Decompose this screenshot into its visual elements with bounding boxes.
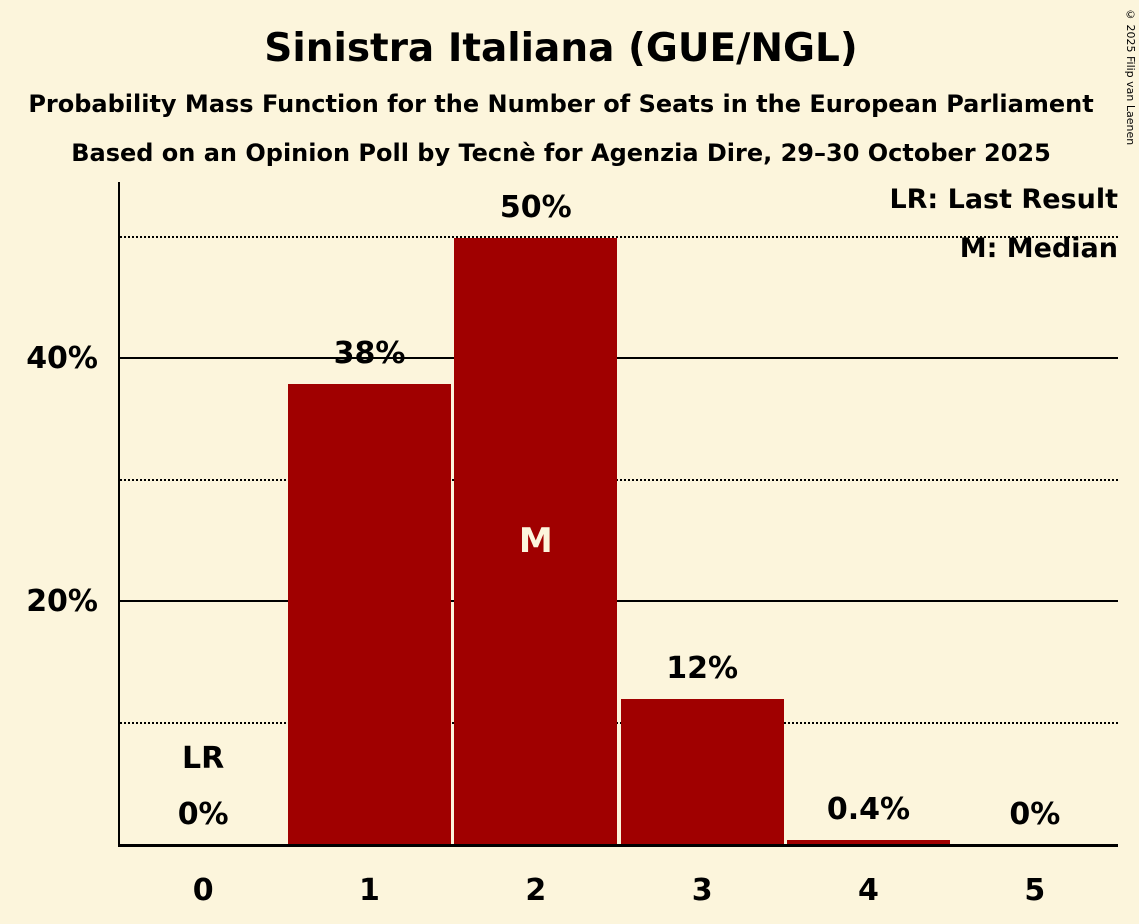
gridline-dotted-50 bbox=[120, 235, 1118, 238]
last-result-annotation: LR bbox=[182, 741, 225, 776]
bar-seat-4 bbox=[786, 840, 951, 845]
labels-layer: 0% 38% 50% 12% 0.4% 0% LR M bbox=[120, 182, 1118, 845]
gridline-dotted-30 bbox=[120, 478, 1118, 481]
legend: LR: Last Result M: Median bbox=[889, 175, 1118, 273]
x-tick-label-0: 0 bbox=[192, 873, 214, 908]
bar-value-label-0: 0% bbox=[177, 797, 229, 832]
gridline-solid-40 bbox=[120, 357, 1118, 360]
gridline-solid-20 bbox=[120, 600, 1118, 603]
bar-seat-1 bbox=[287, 383, 452, 845]
x-tick-label-3: 3 bbox=[691, 873, 713, 908]
x-tick-label-4: 4 bbox=[858, 873, 879, 908]
chart-title: Sinistra Italiana (GUE/NGL) bbox=[264, 26, 858, 71]
bars-layer bbox=[120, 182, 1118, 845]
bar-value-label-5: 0% bbox=[1009, 797, 1061, 832]
legend-median: M: Median bbox=[959, 233, 1118, 264]
x-tick-label-2: 2 bbox=[525, 873, 547, 908]
median-annotation: M bbox=[518, 521, 553, 562]
x-axis-line bbox=[118, 844, 1118, 847]
bar-seat-3 bbox=[620, 699, 784, 845]
y-axis-line bbox=[118, 182, 120, 845]
x-tick-label-5: 5 bbox=[1024, 873, 1046, 908]
copyright-notice: © 2025 Filip van Laenen bbox=[1124, 8, 1137, 146]
chart-sub-subtitle: Based on an Opinion Poll by Tecnè for Ag… bbox=[71, 139, 1051, 167]
chart-subtitle: Probability Mass Function for the Number… bbox=[28, 90, 1094, 118]
x-tick-label-1: 1 bbox=[359, 873, 380, 908]
bar-value-label-3: 12% bbox=[666, 651, 739, 687]
bar-seat-2 bbox=[454, 237, 618, 845]
legend-last-result: LR: Last Result bbox=[889, 184, 1118, 215]
y-tick-label-20: 20% bbox=[26, 584, 98, 620]
bar-value-label-2: 50% bbox=[499, 189, 572, 225]
gridlines-layer bbox=[120, 182, 1118, 845]
bar-value-label-4: 0.4% bbox=[826, 792, 911, 828]
bar-value-label-1: 38% bbox=[333, 335, 406, 371]
plot-area: 0% 38% 50% 12% 0.4% 0% LR M LR: Last Result M: … bbox=[26, 182, 1118, 908]
gridline-dotted-10 bbox=[120, 721, 1118, 724]
y-tick-label-40: 40% bbox=[26, 341, 98, 377]
